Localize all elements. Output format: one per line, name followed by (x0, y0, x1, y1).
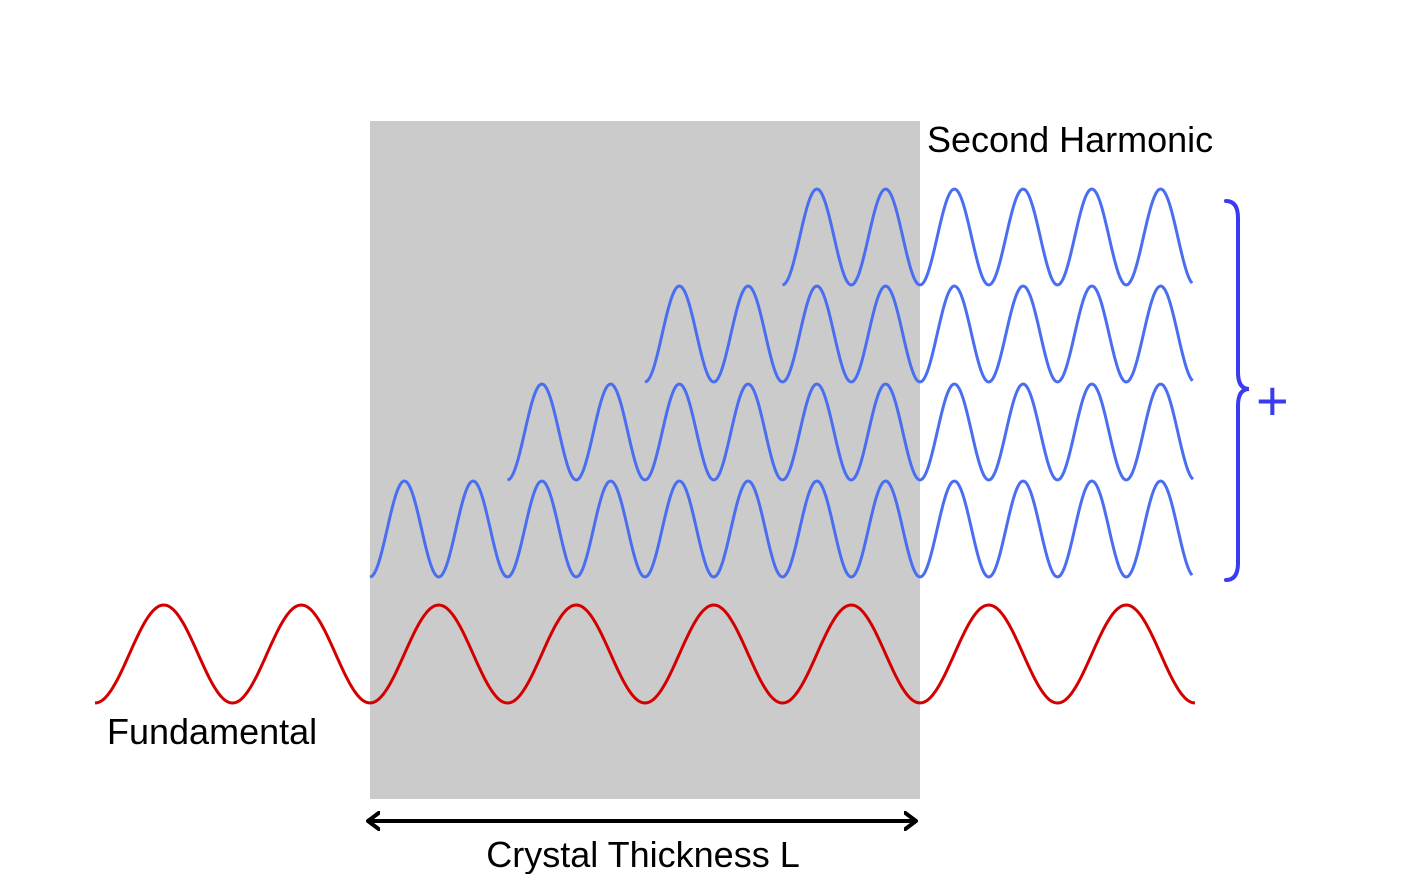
crystal-thickness-label: Crystal Thickness L (486, 834, 799, 874)
fundamental-label: Fundamental (107, 711, 317, 752)
fundamental-wave (94, 603, 1196, 705)
harmonic-wave-row-2 (507, 382, 1195, 482)
second-harmonic-label: Second Harmonic (927, 119, 1213, 160)
sum-brace (1224, 199, 1250, 582)
crystal-region (370, 121, 920, 799)
harmonic-wave-row-3 (644, 284, 1194, 384)
second-harmonic-waves (369, 187, 1195, 579)
sum-plus-sign: + (1256, 369, 1289, 432)
harmonic-wave-row-1 (369, 479, 1194, 579)
harmonic-wave-row-4 (782, 187, 1194, 287)
